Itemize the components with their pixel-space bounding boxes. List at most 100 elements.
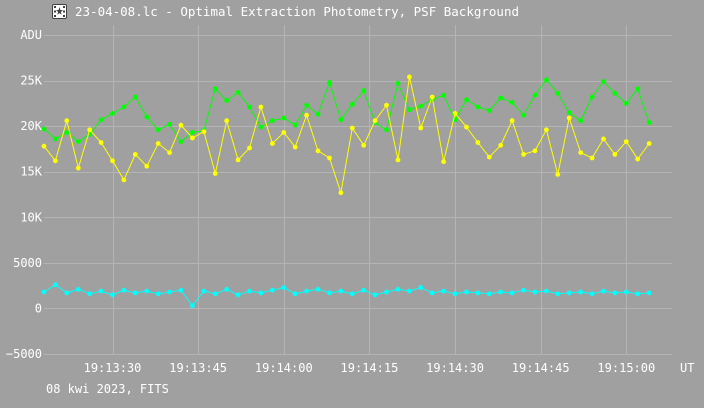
data-point: [338, 288, 344, 294]
data-point: [64, 130, 70, 135]
data-point: [509, 290, 515, 296]
data-point: [53, 282, 58, 288]
x-tick-label: 19:14:00: [255, 361, 313, 375]
data-point: [64, 290, 70, 296]
data-point: [292, 122, 298, 128]
data-point: [144, 288, 150, 294]
data-point: [190, 130, 195, 135]
data-point: [315, 111, 321, 117]
data-point: [258, 124, 264, 130]
data-point: [292, 144, 298, 150]
data-point: [623, 289, 629, 295]
y-tick-label: 5000: [13, 256, 42, 270]
data-point: [589, 291, 595, 297]
data-point: [646, 290, 652, 296]
data-point: [75, 286, 81, 292]
data-point: [235, 90, 241, 95]
data-point: [247, 288, 252, 294]
data-point: [566, 115, 572, 121]
data-point: [144, 114, 150, 120]
x-tick-label: 19:14:15: [341, 361, 399, 375]
data-point: [110, 158, 115, 164]
title-bar: 23-04-08.lc - Optimal Extraction Photome…: [0, 0, 704, 24]
data-point: [532, 148, 538, 154]
data-point: [212, 86, 218, 92]
data-point: [98, 117, 104, 123]
data-point: [486, 154, 492, 160]
data-point: [292, 291, 298, 297]
data-point: [64, 118, 70, 124]
data-point: [178, 287, 184, 293]
data-point: [155, 127, 161, 133]
data-point: [144, 163, 150, 169]
data-point: [418, 285, 424, 290]
data-point: [566, 290, 572, 296]
y-tick-label: −5000: [6, 347, 42, 361]
data-point: [612, 90, 618, 96]
data-point: [509, 118, 515, 124]
data-point: [132, 152, 138, 157]
data-point: [612, 152, 618, 157]
film-star-icon: [52, 4, 67, 19]
data-point: [304, 102, 309, 108]
data-point: [281, 285, 287, 290]
data-point: [190, 135, 195, 141]
data-point: [349, 291, 355, 297]
data-point: [167, 150, 173, 156]
data-point: [258, 290, 264, 296]
data-point: [452, 291, 458, 297]
data-point: [304, 288, 309, 294]
data-point: [167, 289, 173, 295]
y-tick-label: 0: [35, 301, 42, 315]
data-point: [623, 139, 629, 145]
x-tick-label: 19:14:30: [426, 361, 484, 375]
data-point: [212, 291, 218, 297]
data-point: [98, 140, 104, 145]
data-point: [304, 112, 309, 118]
data-point: [544, 127, 549, 133]
data-point: [372, 292, 378, 298]
data-point: [167, 121, 173, 127]
data-point: [486, 108, 492, 113]
data-point: [224, 118, 230, 124]
data-point: [555, 291, 561, 297]
data-point: [464, 97, 469, 103]
series-layer: [41, 74, 652, 309]
data-point: [349, 125, 355, 131]
data-point: [601, 136, 606, 142]
data-point: [418, 103, 424, 109]
data-point: [532, 289, 538, 295]
data-point: [532, 92, 538, 98]
data-point: [486, 291, 492, 297]
data-point: [132, 290, 138, 296]
data-point: [418, 125, 424, 131]
data-point: [498, 95, 504, 101]
data-point: [53, 158, 58, 164]
data-point: [521, 287, 526, 293]
data-point: [235, 157, 241, 163]
data-point: [441, 288, 446, 294]
data-point: [646, 141, 652, 146]
data-point: [110, 111, 115, 116]
data-point: [407, 288, 412, 294]
data-point: [87, 127, 93, 133]
y-tick-label: 20K: [20, 119, 42, 133]
data-point: [498, 142, 504, 148]
data-point: [247, 145, 252, 151]
data-point: [407, 107, 412, 113]
data-point: [201, 129, 207, 135]
data-point: [601, 288, 606, 294]
y-tick-label: 25K: [20, 74, 42, 88]
data-point: [315, 148, 321, 154]
data-point: [201, 288, 207, 294]
data-point: [178, 122, 184, 128]
data-point: [601, 79, 606, 84]
series-line-2: [43, 76, 650, 193]
data-point: [566, 110, 572, 115]
data-point: [475, 290, 481, 296]
data-point: [464, 124, 469, 130]
data-point: [361, 142, 367, 148]
data-point: [475, 140, 481, 145]
data-point: [395, 286, 401, 292]
